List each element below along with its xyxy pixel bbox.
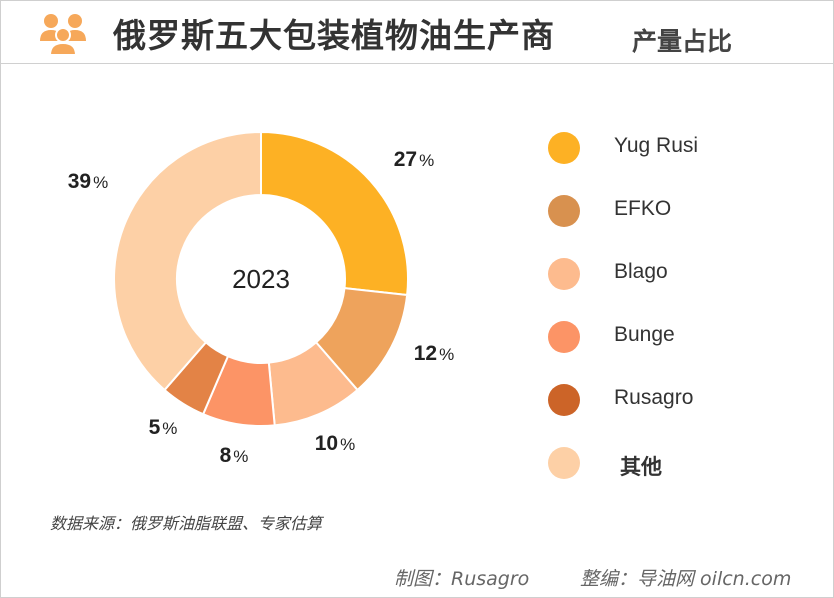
editor-credit: 整编：导油网 oilcn.com [580, 568, 792, 590]
legend-item: EFKO [548, 191, 808, 231]
slice-5 [113, 130, 262, 392]
legend-label: Bunge [614, 323, 675, 346]
legend-swatch [548, 132, 580, 164]
legend-label: 其他 [620, 456, 662, 479]
legend-item: 其他 [548, 443, 808, 483]
legend-swatch [548, 258, 580, 290]
slice-0 [260, 130, 409, 297]
page-title: 俄罗斯五大包装植物油生产商 [113, 16, 555, 55]
legend-label: Rusagro [614, 386, 694, 409]
slice-label-2: 10% [315, 432, 355, 455]
legend-swatch [548, 195, 580, 227]
slice-label-0: 27% [394, 148, 434, 171]
legend-label: Yug Rusi [614, 134, 699, 157]
legend-swatch [548, 447, 580, 479]
source-note: 数据来源：俄罗斯油脂联盟、专家估算 [50, 514, 323, 533]
header: 俄罗斯五大包装植物油生产商 产量占比 [0, 0, 834, 64]
people-group-icon [40, 14, 86, 55]
slice-label-5: 39% [68, 170, 108, 193]
legend-label: EFKO [614, 197, 672, 220]
slice-label-1: 12% [414, 342, 454, 365]
slice-label-4: 5% [149, 416, 178, 439]
legend-swatch [548, 321, 580, 353]
legend-item: Rusagro [548, 380, 808, 420]
legend-swatch [548, 384, 580, 416]
legend-item: Blago [548, 254, 808, 294]
legend-item: Yug Rusi [548, 128, 808, 168]
slice-label-3: 8% [220, 444, 249, 467]
chart-credit: 制图：Rusagro [394, 568, 530, 590]
center-year-label: 2023 [232, 264, 290, 294]
donut-chart: 27 % 12 % 10 % 8 % 5 % 39 % 2023 [68, 130, 454, 467]
page-subtitle: 产量占比 [632, 27, 733, 56]
legend-item: Bunge [548, 317, 808, 357]
legend-label: Blago [614, 260, 668, 283]
header-divider [0, 63, 834, 64]
